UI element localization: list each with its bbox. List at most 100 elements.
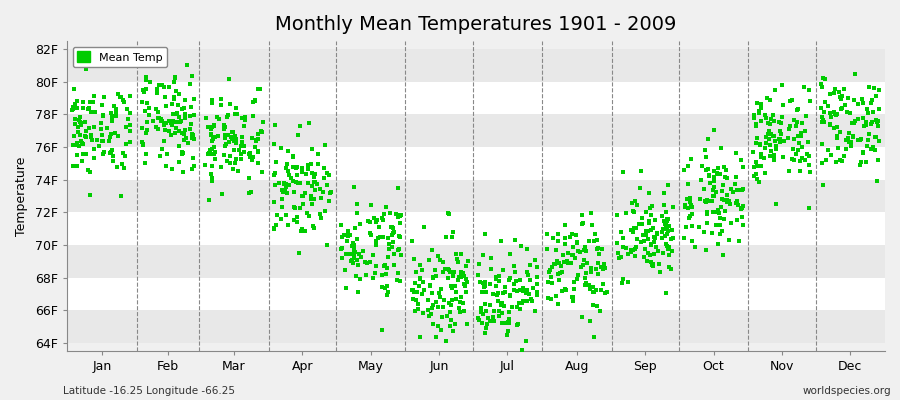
Point — [624, 247, 638, 253]
Point — [430, 253, 445, 259]
Point — [279, 184, 293, 190]
Point — [455, 299, 470, 306]
Point — [68, 121, 82, 127]
Point — [229, 139, 243, 146]
Point — [693, 177, 707, 184]
Point — [476, 284, 491, 290]
Point — [659, 241, 673, 247]
Point — [868, 134, 883, 140]
Point — [730, 198, 744, 204]
Point — [560, 258, 574, 264]
Point — [234, 134, 248, 140]
Point — [471, 315, 485, 322]
Point — [528, 256, 543, 263]
Point — [295, 165, 310, 172]
Point — [698, 197, 713, 204]
Point — [711, 164, 725, 171]
Point — [680, 205, 695, 211]
Point — [731, 186, 745, 193]
Point — [845, 134, 859, 140]
Point — [698, 154, 713, 160]
Bar — [68, 212, 885, 245]
Point — [140, 74, 154, 80]
Point — [151, 109, 166, 115]
Point — [379, 204, 393, 211]
Point — [681, 180, 696, 187]
Point — [204, 97, 219, 104]
Point — [685, 204, 699, 210]
Point — [586, 302, 600, 308]
Point — [699, 210, 714, 217]
Point — [775, 114, 789, 120]
Point — [616, 244, 630, 250]
Point — [575, 314, 590, 320]
Point — [187, 163, 202, 170]
Point — [303, 194, 318, 200]
Point — [235, 115, 249, 121]
Point — [218, 135, 232, 142]
Point — [442, 211, 456, 217]
Point — [346, 246, 361, 252]
Point — [681, 214, 696, 221]
Point — [154, 116, 168, 122]
Point — [369, 263, 383, 270]
Point — [66, 106, 80, 113]
Point — [251, 149, 266, 156]
Point — [803, 98, 817, 104]
Point — [859, 119, 873, 125]
Point — [576, 220, 590, 226]
Point — [340, 230, 355, 236]
Point — [104, 149, 119, 155]
Point — [235, 139, 249, 145]
Point — [564, 260, 579, 266]
Point — [434, 327, 448, 334]
Point — [678, 203, 692, 210]
Point — [385, 230, 400, 236]
Point — [159, 163, 174, 170]
Point — [564, 294, 579, 300]
Point — [662, 264, 677, 270]
Point — [459, 276, 473, 282]
Point — [314, 194, 328, 201]
Point — [593, 308, 608, 314]
Point — [702, 172, 716, 178]
Point — [446, 328, 461, 334]
Point — [713, 222, 727, 228]
Point — [149, 90, 164, 96]
Point — [162, 118, 176, 124]
Point — [286, 178, 301, 184]
Point — [634, 168, 648, 174]
Point — [121, 106, 135, 112]
Point — [750, 134, 764, 141]
Point — [338, 232, 352, 238]
Point — [491, 308, 506, 314]
Point — [634, 239, 648, 246]
Point — [428, 267, 442, 273]
Point — [281, 148, 295, 154]
Point — [286, 154, 301, 160]
Point — [662, 223, 676, 230]
Point — [759, 140, 773, 146]
Point — [711, 210, 725, 216]
Point — [477, 301, 491, 307]
Point — [183, 126, 197, 132]
Point — [157, 137, 171, 144]
Point — [374, 283, 389, 290]
Point — [277, 181, 292, 187]
Point — [866, 109, 880, 116]
Point — [614, 229, 628, 235]
Point — [382, 241, 396, 247]
Point — [108, 109, 122, 115]
Point — [92, 143, 106, 150]
Point — [498, 284, 512, 290]
Point — [868, 147, 882, 154]
Point — [242, 151, 256, 157]
Point — [746, 149, 760, 155]
Point — [861, 84, 876, 90]
Point — [551, 271, 565, 277]
Point — [234, 151, 248, 158]
Point — [187, 136, 202, 142]
Point — [476, 280, 491, 286]
Point — [411, 282, 426, 289]
Point — [767, 152, 781, 158]
